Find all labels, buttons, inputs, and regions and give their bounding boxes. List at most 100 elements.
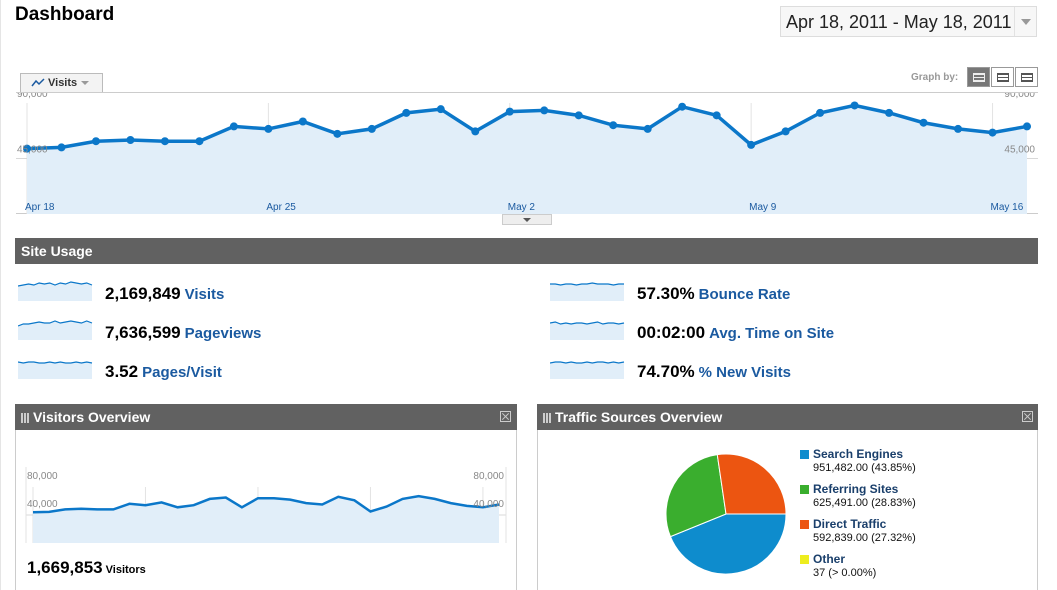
data-point[interactable] — [678, 102, 687, 111]
legend-label[interactable]: Referring Sites — [813, 482, 899, 496]
metric-value: 3.52 Pages/Visit — [105, 362, 222, 382]
y-tick-label: 90,000 — [17, 93, 48, 100]
data-point[interactable] — [1023, 122, 1031, 131]
data-point[interactable] — [505, 107, 514, 116]
main-graph-svg[interactable]: 90,000 45,000 90,000 45,000 Apr 18 Apr 25 May … — [16, 89, 1038, 214]
data-point[interactable] — [229, 122, 238, 131]
x-tick-label: Apr 18 — [25, 202, 55, 213]
metric-link[interactable]: Visits — [184, 286, 225, 303]
data-point[interactable] — [23, 144, 31, 153]
legend-label[interactable]: Direct Traffic — [813, 517, 887, 531]
graph-by-day-button[interactable] — [967, 67, 990, 87]
data-point[interactable] — [160, 137, 169, 146]
metric-number: 7,636,599 — [105, 323, 181, 342]
sparkline — [18, 281, 93, 301]
data-point[interactable] — [988, 128, 997, 137]
metric-number: 3.52 — [105, 362, 139, 381]
series-line — [26, 103, 1028, 151]
data-point[interactable] — [57, 143, 66, 152]
dropdown-arrow-icon — [81, 81, 90, 86]
page-title: Dashboard — [15, 4, 115, 25]
metric-link[interactable]: Pageviews — [184, 325, 262, 342]
data-point[interactable] — [402, 108, 411, 117]
data-point[interactable] — [609, 121, 618, 130]
data-point[interactable] — [91, 137, 100, 146]
data-point[interactable] — [712, 111, 721, 120]
data-point[interactable] — [850, 101, 859, 110]
y-tick-label: 90,000 — [1004, 93, 1035, 100]
y-tick-label: 40,000 — [27, 499, 58, 510]
visitors-total-value: 1,669,853 — [27, 558, 103, 577]
metric-link[interactable]: Avg. Time on Site — [709, 325, 835, 342]
data-point[interactable] — [574, 111, 583, 120]
y-tick-label: 80,000 — [473, 471, 504, 482]
chevron-down-icon[interactable] — [1014, 7, 1036, 36]
close-icon[interactable] — [1022, 411, 1033, 422]
y-tick-label: 45,000 — [1004, 145, 1035, 156]
metric-number: 57.30% — [637, 284, 695, 303]
data-point[interactable] — [540, 106, 549, 115]
metric-link[interactable]: % New Visits — [698, 364, 791, 381]
data-point[interactable] — [471, 127, 480, 136]
metric-link[interactable]: Bounce Rate — [698, 286, 791, 303]
metric-selector-tab[interactable]: Visits — [20, 73, 103, 93]
data-point[interactable] — [436, 105, 445, 114]
metric-value: 7,636,599 Pageviews — [105, 323, 261, 343]
sparkline — [550, 361, 625, 379]
data-point[interactable] — [919, 118, 928, 127]
graph-by-week-button[interactable] — [991, 67, 1014, 87]
x-tick-label: May 9 — [749, 202, 777, 213]
legend-detail: 625,491.00 (28.83%) — [813, 497, 916, 509]
metric-value: 2,169,849 Visits — [105, 284, 224, 304]
legend-detail: 37 (> 0.00%) — [813, 567, 877, 579]
date-range-selector[interactable]: Apr 18, 2011 - May 18, 2011 — [780, 6, 1037, 37]
data-point[interactable] — [816, 108, 825, 117]
drag-grip-icon[interactable] — [21, 413, 29, 423]
data-point[interactable] — [954, 124, 963, 133]
metric-number: 00:02:00 — [637, 323, 706, 342]
main-visits-graph[interactable]: 90,000 45,000 90,000 45,000 Apr 18 Apr 25 May … — [16, 89, 1038, 214]
legend-detail: 592,839.00 (27.32%) — [813, 532, 916, 544]
x-tick-label: May 16 — [991, 202, 1024, 213]
legend-swatch — [800, 450, 809, 459]
data-point[interactable] — [781, 127, 790, 136]
metric-number: 2,169,849 — [105, 284, 181, 303]
drag-grip-icon[interactable] — [543, 413, 551, 423]
data-point[interactable] — [126, 136, 135, 144]
series-line — [32, 494, 500, 514]
pie-slice-referring-sites[interactable] — [665, 454, 727, 538]
metric-link[interactable]: Pages/Visit — [142, 364, 222, 381]
area-fill — [33, 496, 499, 543]
pie-slice-search-engines[interactable] — [669, 513, 787, 575]
area-fill — [27, 105, 1027, 214]
close-icon[interactable] — [500, 411, 511, 422]
pie-slice-direct-traffic[interactable] — [716, 453, 787, 515]
visitors-overview-graph: 80,000 40,000 80,000 40,000 — [25, 467, 507, 543]
data-point[interactable] — [195, 137, 204, 146]
graph-by-month-button[interactable] — [1015, 67, 1038, 87]
y-tick-label: 40,000 — [473, 499, 504, 510]
metric-tab-label: Visits — [48, 77, 78, 89]
graph-by-label: Graph by: — [911, 72, 959, 83]
visitors-overview-header[interactable]: Visitors Overview — [15, 404, 517, 430]
metric-value: 00:02:00 Avg. Time on Site — [637, 323, 834, 343]
data-point[interactable] — [298, 117, 307, 126]
y-tick-label: 45,000 — [17, 145, 48, 156]
data-point[interactable] — [333, 129, 342, 138]
metric-value: 74.70%% New Visits — [637, 362, 791, 382]
site-usage-header: Site Usage — [15, 238, 1038, 264]
legend-label[interactable]: Search Engines — [813, 447, 904, 461]
legend-label[interactable]: Other — [813, 552, 846, 566]
graph-expand-handle[interactable] — [502, 214, 552, 225]
legend-detail: 951,482.00 (43.85%) — [813, 462, 916, 474]
data-point[interactable] — [367, 124, 376, 133]
data-point[interactable] — [264, 124, 273, 133]
legend-swatch — [800, 485, 809, 494]
data-point[interactable] — [747, 140, 756, 149]
data-point[interactable] — [885, 108, 894, 117]
week-view-icon — [997, 73, 1009, 82]
x-tick-label: May 2 — [508, 202, 536, 213]
traffic-sources-pie[interactable] — [661, 449, 791, 579]
traffic-sources-header[interactable]: Traffic Sources Overview — [537, 404, 1038, 430]
data-point[interactable] — [643, 124, 652, 133]
